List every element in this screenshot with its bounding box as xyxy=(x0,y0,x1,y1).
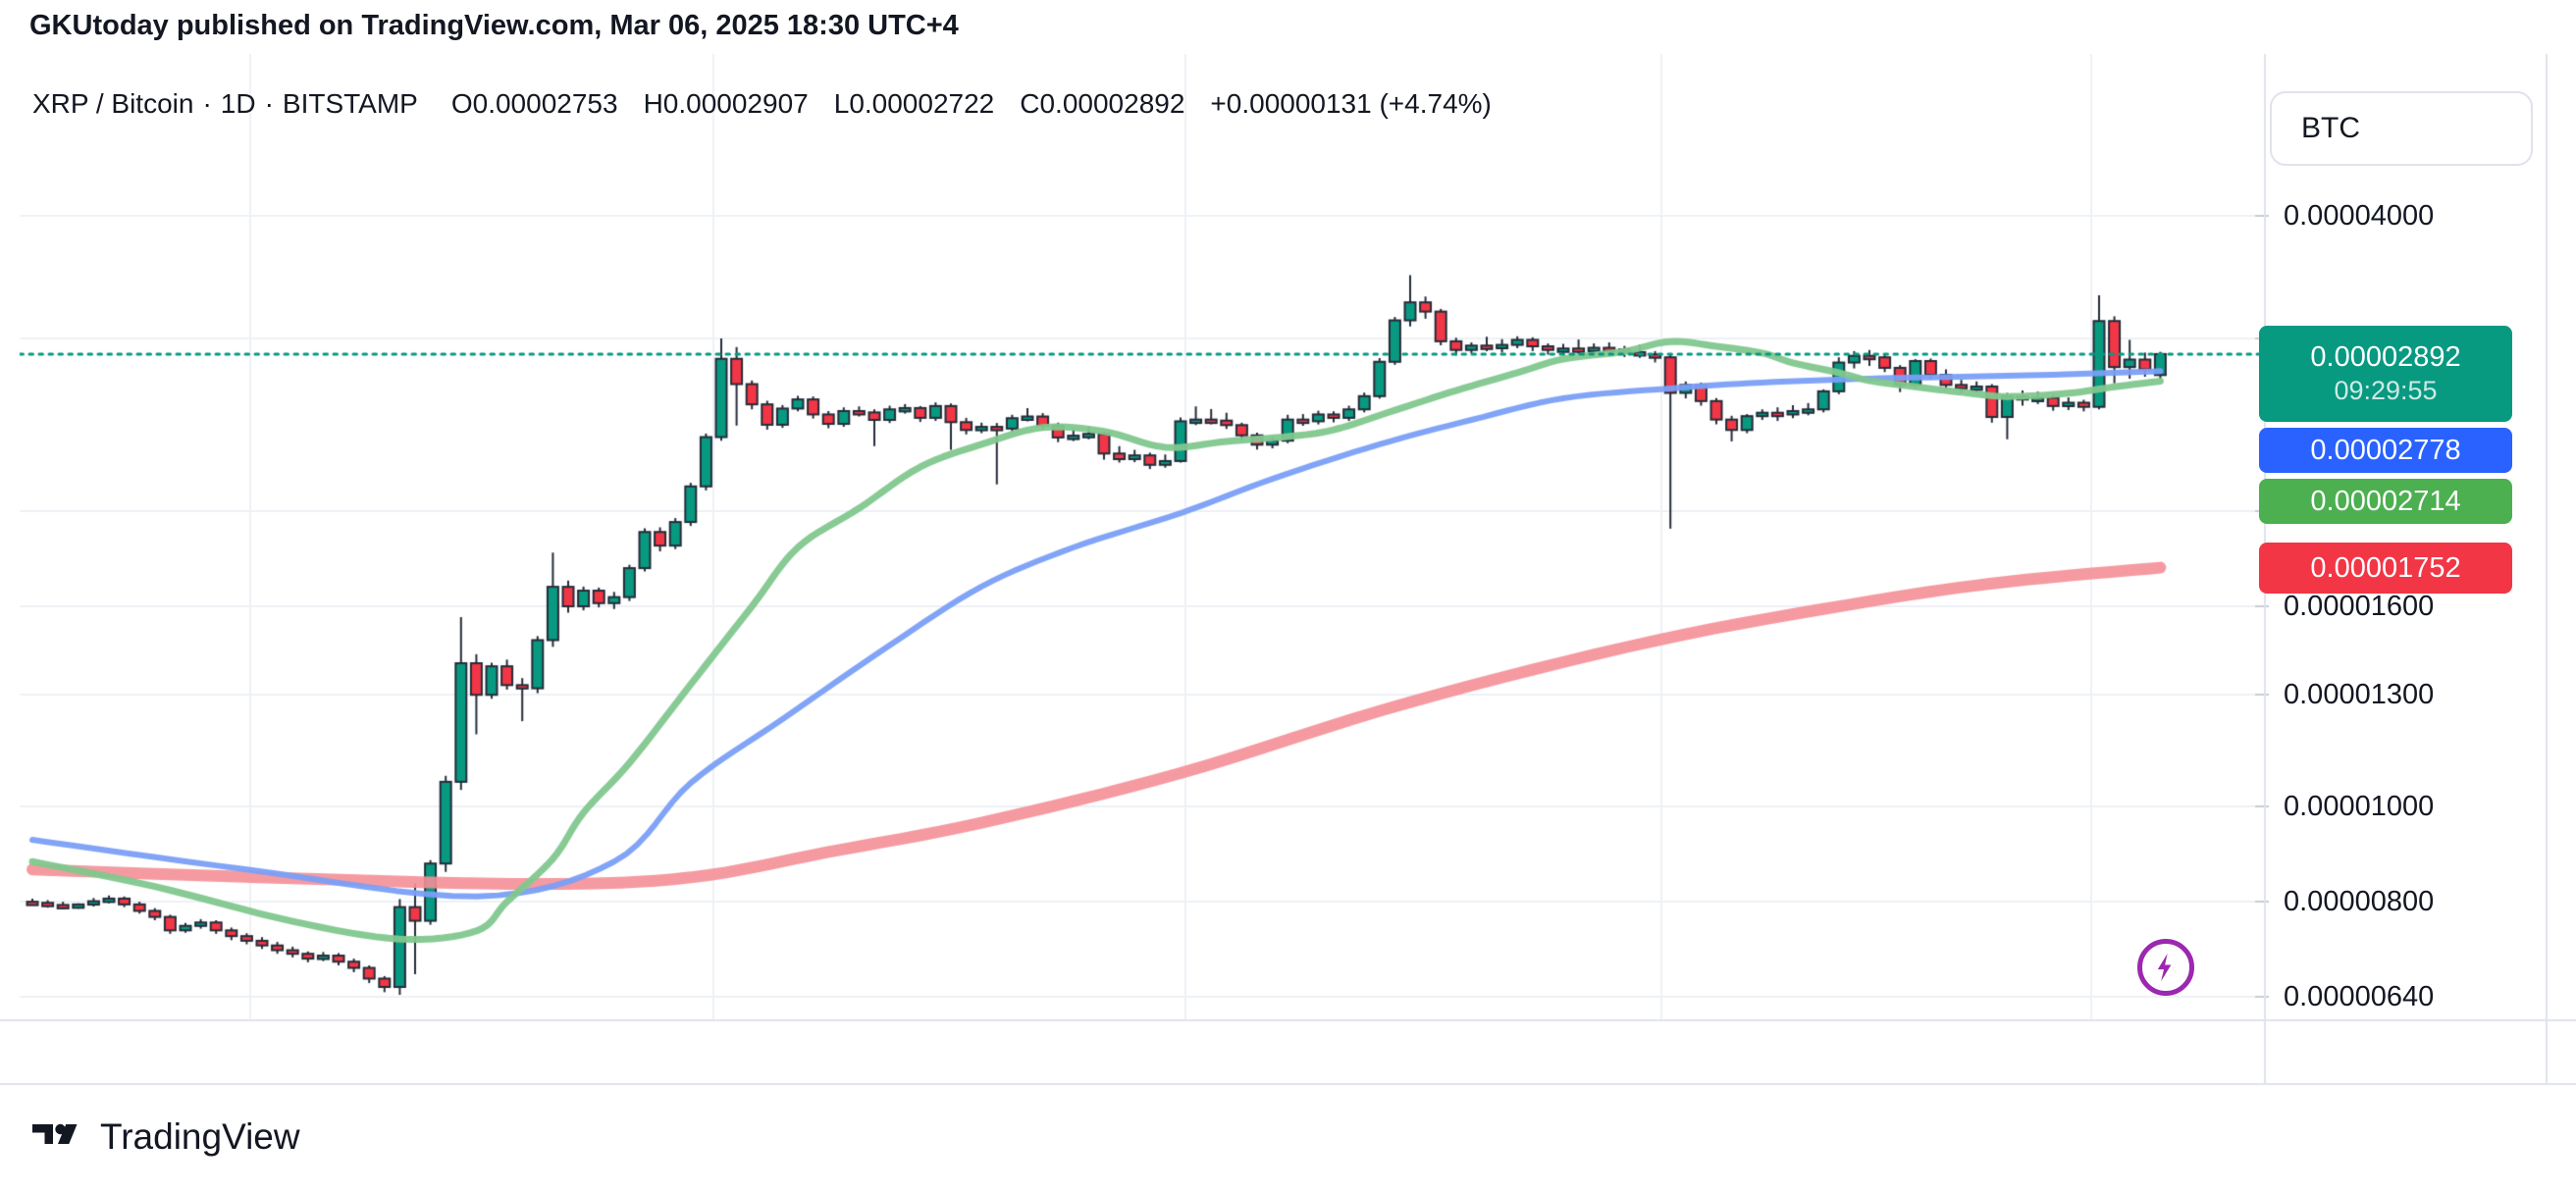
ohlc-open-label: O xyxy=(450,88,473,119)
current-price-badge: 0.00002892 09:29:55 xyxy=(2259,326,2512,422)
ma-mid-price-badge: 0.00002778 xyxy=(2259,428,2512,473)
countdown-timer: 09:29:55 xyxy=(2334,376,2438,405)
tradingview-attribution[interactable]: TradingView xyxy=(31,1116,300,1158)
price-tick-label: 0.00000800 xyxy=(2284,886,2435,918)
ohlc-high-value: 0.00002907 xyxy=(662,88,809,119)
price-tick-label: 0.00001000 xyxy=(2284,791,2435,823)
lightning-bolt-icon xyxy=(2157,953,2172,982)
currency-toggle-label: BTC xyxy=(2301,112,2360,144)
ohlc-close-label: C xyxy=(1020,88,1040,119)
ohlc-change-value: +0.00000131 (+4.74%) xyxy=(1210,88,1492,119)
legend-separator: · xyxy=(264,88,274,119)
legend-symbol[interactable]: XRP / Bitcoin xyxy=(32,88,194,119)
ohlc-low-label: L xyxy=(833,88,850,119)
current-price-value: 0.00002892 xyxy=(2310,341,2461,373)
legend-interval[interactable]: 1D xyxy=(220,88,256,119)
tradingview-brand-text: TradingView xyxy=(100,1116,300,1157)
currency-toggle-button[interactable]: BTC xyxy=(2270,91,2533,166)
ma-fast-price-badge: 0.00002714 xyxy=(2259,479,2512,524)
ma-mid-price-value: 0.00002778 xyxy=(2310,435,2461,466)
tradingview-logo-icon xyxy=(32,1123,78,1144)
time-axis[interactable]: NovDec2025FebMar xyxy=(0,1020,2576,1084)
ma-slow-price-badge: 0.00001752 xyxy=(2259,543,2512,594)
flash-boost-button[interactable] xyxy=(2137,939,2194,996)
ohlc-low-value: 0.00002722 xyxy=(849,88,995,119)
ohlc-high-label: H xyxy=(643,88,663,119)
legend-separator: · xyxy=(202,88,212,119)
attribution-text: GKUtoday published on TradingView.com, M… xyxy=(29,10,959,41)
ma-slow-price-value: 0.00001752 xyxy=(2310,552,2461,584)
ohlc-close-value: 0.00002892 xyxy=(1039,88,1185,119)
price-tick-label: 0.00000640 xyxy=(2284,981,2435,1013)
price-tick-label: 0.00001600 xyxy=(2284,591,2435,623)
chart-legend[interactable]: XRP / Bitcoin · 1D · BITSTAMP O0.00002753 H0.0… xyxy=(32,88,1492,120)
ma-fast-price-value: 0.00002714 xyxy=(2310,486,2461,517)
price-tick-label: 0.00004000 xyxy=(2284,200,2435,232)
price-tick-label: 0.00001300 xyxy=(2284,679,2435,711)
legend-exchange: BITSTAMP xyxy=(282,88,418,119)
ohlc-open-value: 0.00002753 xyxy=(472,88,618,119)
